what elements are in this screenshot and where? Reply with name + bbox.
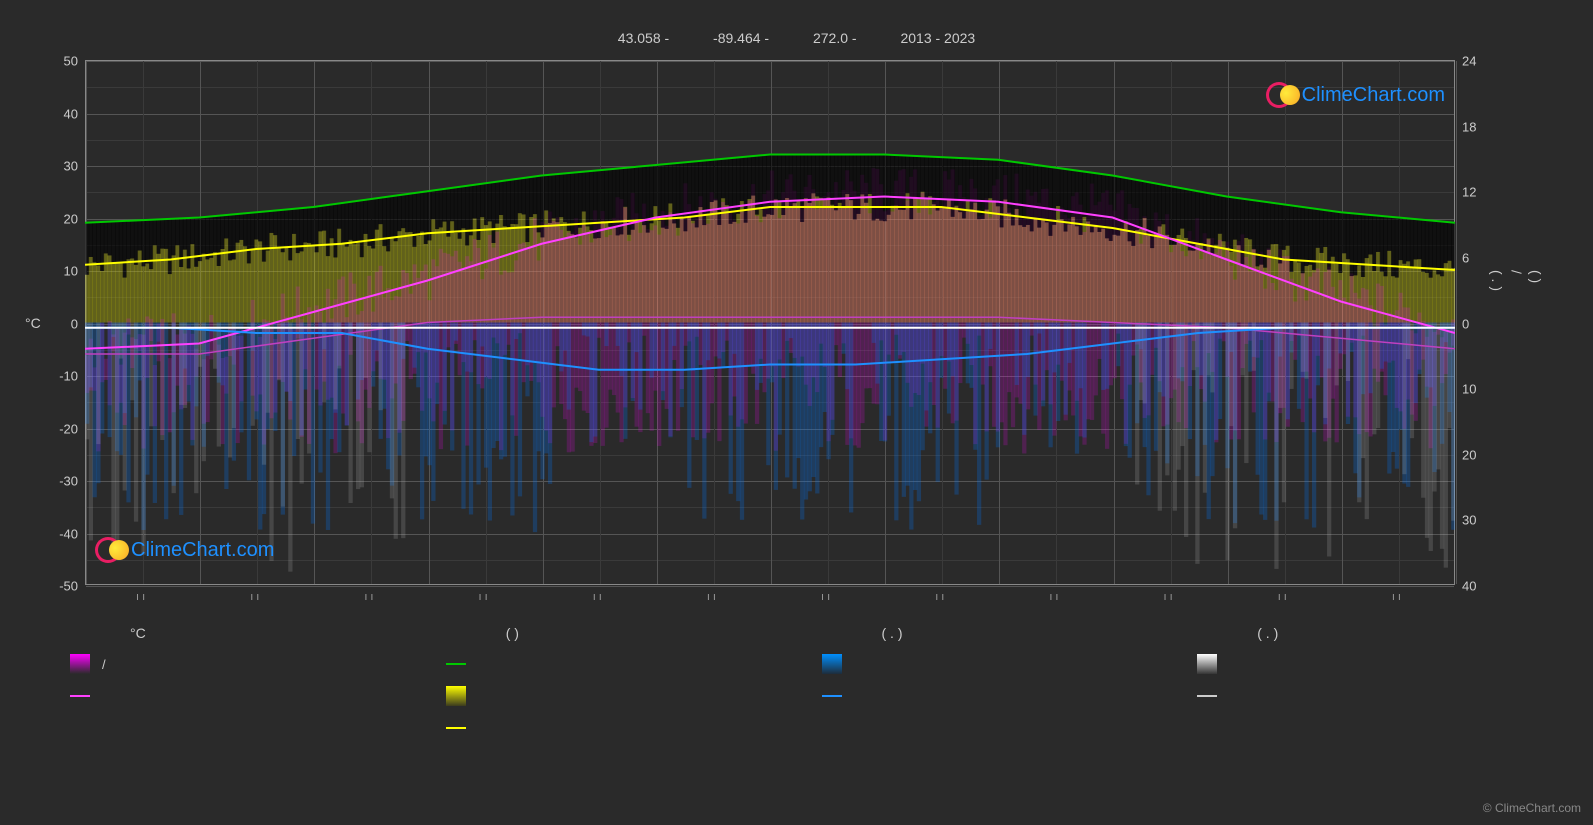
legend-swatch xyxy=(1197,654,1217,674)
legend-col-precip: ( . ) xyxy=(822,625,1158,749)
watermark-text: ClimeChart.com xyxy=(131,539,274,562)
y-tick-right: 12 xyxy=(1462,185,1476,200)
legend-item xyxy=(1197,653,1533,675)
meta-lat: 43.058 - xyxy=(618,30,669,46)
y-tick-left: 40 xyxy=(64,106,78,121)
x-tick: ıı xyxy=(136,591,148,603)
legend-swatch xyxy=(822,695,842,697)
x-axis-ticks: ıı ıı ıı ıı ıı ıı ıı ıı ıı ıı ıı ıı xyxy=(85,585,1455,605)
legend-col-sun: ( ) xyxy=(446,625,782,749)
chart-area: -50-40-30-20-100102030405024181260102030… xyxy=(85,60,1455,585)
x-tick: ıı xyxy=(479,591,491,603)
legend-label: / xyxy=(102,657,106,672)
legend-header: ( . ) xyxy=(822,625,1158,641)
legend-header: ( ) xyxy=(446,625,782,641)
x-tick: ıı xyxy=(1278,591,1290,603)
watermark-bottom: ClimeChart.com xyxy=(95,535,274,565)
y-tick-left: -30 xyxy=(59,474,78,489)
y-tick-right-lower: 30 xyxy=(1462,513,1476,528)
x-tick: ıı xyxy=(250,591,262,603)
x-tick: ıı xyxy=(935,591,947,603)
y-axis-right-labels: ( ) / ( . ) xyxy=(1486,270,1545,323)
y-tick-left: -10 xyxy=(59,369,78,384)
legend-item xyxy=(70,685,406,707)
y-tick-right-lower: 10 xyxy=(1462,382,1476,397)
y-tick-right-lower: 20 xyxy=(1462,447,1476,462)
legend-swatch xyxy=(1197,695,1217,697)
y-tick-left: -20 xyxy=(59,421,78,436)
legend-swatch xyxy=(446,663,466,665)
y-tick-right: 24 xyxy=(1462,54,1476,69)
x-tick: ıı xyxy=(1049,591,1061,603)
y-tick-left: -40 xyxy=(59,526,78,541)
legend-item xyxy=(446,685,782,707)
legend-swatch xyxy=(446,727,466,729)
x-tick: ıı xyxy=(821,591,833,603)
legend-item xyxy=(446,717,782,739)
legend-col-temp: °C / xyxy=(70,625,406,749)
header-meta: 43.058 - -89.464 - 272.0 - 2013 - 2023 xyxy=(0,30,1593,46)
y-tick-right-lower: 40 xyxy=(1462,579,1476,594)
logo-icon xyxy=(95,535,125,565)
x-tick: ıı xyxy=(593,591,605,603)
copyright: © ClimeChart.com xyxy=(1483,801,1581,815)
legend-item xyxy=(822,685,1158,707)
y-tick-right: 18 xyxy=(1462,119,1476,134)
meta-years: 2013 - 2023 xyxy=(900,30,975,46)
legend-swatch xyxy=(822,654,842,674)
y-tick-left: 10 xyxy=(64,264,78,279)
y-tick-right: 0 xyxy=(1462,316,1469,331)
legend-swatch xyxy=(446,686,466,706)
y-tick-left: 30 xyxy=(64,159,78,174)
legend-item xyxy=(1197,685,1533,707)
y-tick-left: 20 xyxy=(64,211,78,226)
watermark-text: ClimeChart.com xyxy=(1302,84,1445,107)
y-tick-left: 50 xyxy=(64,54,78,69)
legend-col-snow: ( . ) xyxy=(1197,625,1533,749)
x-tick: ıı xyxy=(707,591,719,603)
logo-icon xyxy=(1266,80,1296,110)
y-tick-left: -50 xyxy=(59,579,78,594)
x-tick: ıı xyxy=(364,591,376,603)
y-tick-right: 6 xyxy=(1462,250,1469,265)
y-axis-left-title: °C xyxy=(25,315,41,331)
meta-lon: -89.464 - xyxy=(713,30,769,46)
legend-item xyxy=(446,653,782,675)
plot-area: -50-40-30-20-100102030405024181260102030… xyxy=(85,60,1455,585)
legend-swatch xyxy=(70,695,90,697)
legend-swatch xyxy=(70,654,90,674)
meta-elev: 272.0 - xyxy=(813,30,857,46)
legend: °C / ( ) ( . ) ( . ) xyxy=(70,625,1533,749)
legend-header: °C xyxy=(70,625,406,641)
x-tick: ıı xyxy=(1392,591,1404,603)
y-tick-left: 0 xyxy=(71,316,78,331)
watermark-top: ClimeChart.com xyxy=(1266,80,1445,110)
legend-header: ( . ) xyxy=(1197,625,1533,641)
legend-item xyxy=(822,653,1158,675)
legend-item: / xyxy=(70,653,406,675)
x-tick: ıı xyxy=(1164,591,1176,603)
